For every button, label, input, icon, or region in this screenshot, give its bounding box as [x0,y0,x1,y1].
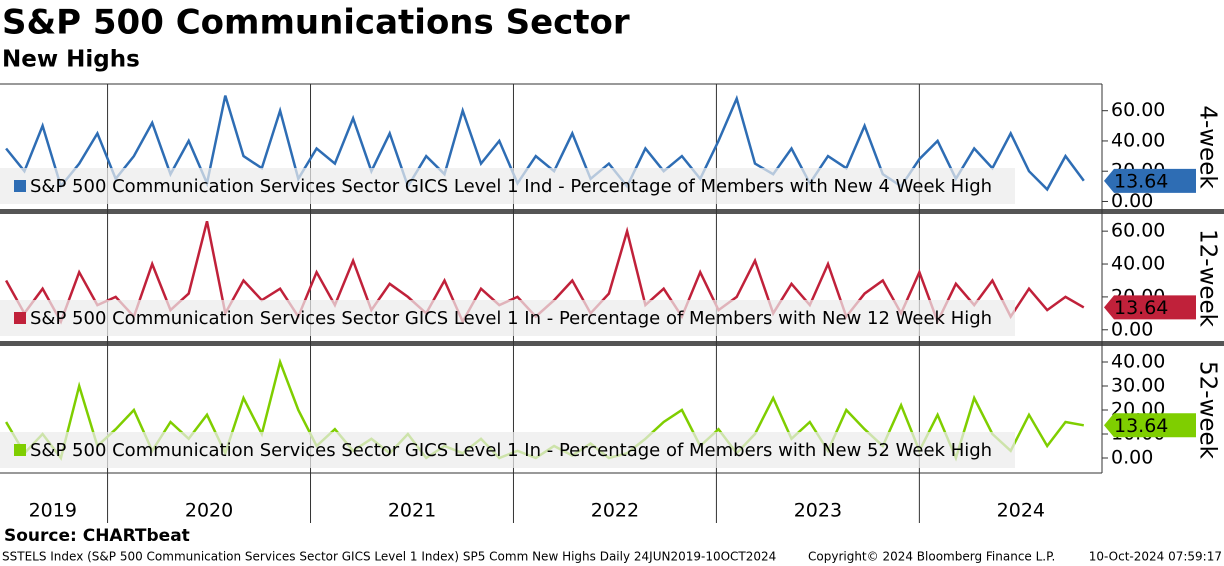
chart-title: S&P 500 Communications Sector [2,3,630,43]
panel-label: 52-week [1195,361,1221,460]
legend-label: S&P 500 Communication Services Sector GI… [30,176,992,197]
panel-divider [0,209,1224,214]
y-tick-label: 0.00 [1111,447,1153,469]
y-tick-label: 0.00 [1111,318,1153,340]
x-tick-label: 2023 [794,500,842,522]
legend-background [0,432,1015,468]
footer-left: SSTELS Index (S&P 500 Communication Serv… [2,550,776,564]
y-tick-label: 40.00 [1111,253,1165,275]
last-value-label: 13.64 [1114,297,1168,319]
footer-center: Copyright© 2024 Bloomberg Finance L.P. [808,550,1055,564]
y-tick-label: 40.00 [1111,351,1165,373]
x-tick-label: 2021 [388,500,436,522]
x-tick-label: 2020 [185,500,233,522]
y-tick-label: 30.00 [1111,375,1165,397]
legend-background [0,168,1015,204]
y-tick-label: 60.00 [1111,220,1165,242]
y-tick-label: 0.00 [1111,190,1153,212]
x-tick-label: 2019 [29,500,77,522]
y-tick-label: 40.00 [1111,129,1165,151]
legend-label: S&P 500 Communication Services Sector GI… [30,440,992,461]
last-value-tag [1104,413,1196,438]
legend-swatch [14,444,26,456]
panel-label: 12-week [1195,229,1221,328]
legend-swatch [14,180,26,192]
last-value-label: 13.64 [1114,170,1168,192]
x-tick-label: 2022 [591,500,639,522]
footer-right: 10-Oct-2024 07:59:17 [1089,550,1222,564]
last-value-label: 13.64 [1114,415,1168,437]
source: Source: CHARTbeat [4,526,190,546]
panel-divider [0,341,1224,346]
legend-label: S&P 500 Communication Services Sector GI… [30,308,992,329]
last-value-tag [1104,295,1196,320]
x-tick-label: 2024 [997,500,1045,522]
legend-swatch [14,312,26,324]
legend-background [0,300,1015,336]
last-value-tag [1104,168,1196,193]
chart-subtitle: New Highs [2,47,140,73]
y-tick-label: 60.00 [1111,99,1165,121]
panel-label: 4-week [1195,105,1221,189]
